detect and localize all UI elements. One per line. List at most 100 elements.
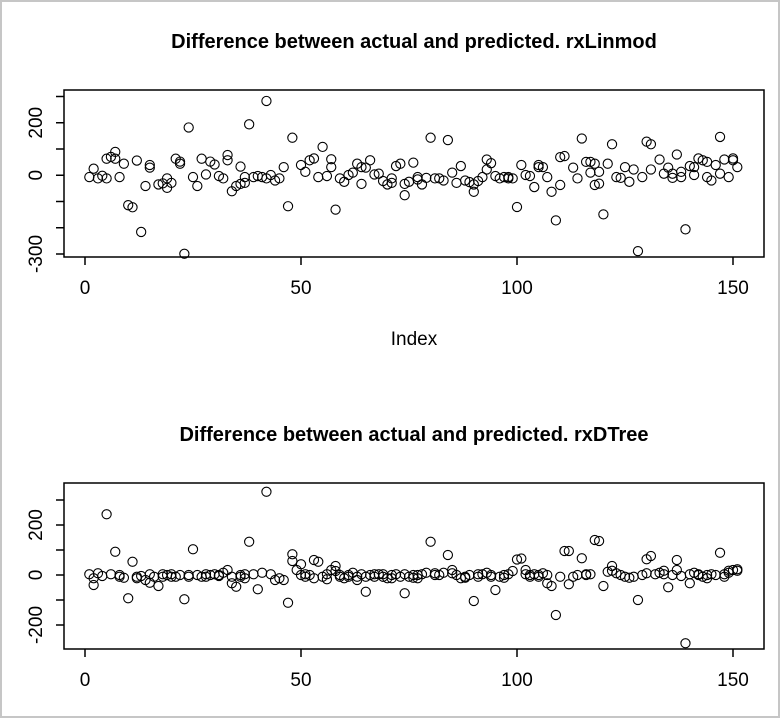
data-point: [144, 162, 155, 173]
data-point: [701, 569, 713, 581]
data-point: [114, 171, 125, 183]
data-point: [568, 162, 579, 173]
data-point: [589, 534, 600, 546]
data-point: [576, 133, 587, 144]
y-tick-label: 0: [26, 170, 47, 181]
data-point: [663, 162, 674, 173]
data-point: [555, 151, 566, 163]
plot-title-rxdtree: Difference between actual and predicted.…: [179, 424, 649, 446]
data-point: [680, 224, 691, 235]
data-point: [710, 159, 721, 171]
data-point: [619, 571, 631, 582]
data-point: [127, 202, 138, 213]
data-point: [451, 177, 462, 189]
data-point: [425, 132, 436, 143]
data-point: [369, 169, 380, 180]
data-point: [239, 177, 250, 189]
data-point: [688, 169, 700, 181]
y-tick-label: 0: [26, 570, 47, 581]
data-point: [136, 226, 147, 238]
data-point: [179, 248, 190, 259]
data-point: [516, 553, 527, 564]
data-point: [282, 201, 294, 212]
data-point: [680, 638, 691, 649]
x-tick-label: 0: [80, 278, 91, 299]
data-point: [278, 161, 289, 173]
data-point: [274, 573, 285, 584]
data-point: [174, 158, 186, 169]
data-point: [196, 153, 207, 164]
data-point: [503, 171, 514, 183]
data-point: [658, 168, 670, 179]
data-point: [468, 186, 479, 197]
data-point: [360, 586, 371, 597]
data-point: [559, 150, 570, 162]
data-point: [563, 545, 574, 557]
data-point: [416, 569, 428, 580]
data-point: [295, 159, 307, 171]
data-point: [153, 580, 164, 592]
data-point: [313, 171, 324, 183]
data-point: [485, 158, 497, 169]
data-point: [524, 170, 536, 182]
data-point: [118, 572, 130, 583]
data-point: [447, 568, 458, 579]
data-point: [714, 168, 726, 179]
data-point: [300, 569, 311, 580]
data-point: [714, 547, 726, 558]
data-point: [589, 158, 600, 169]
data-point: [287, 132, 298, 143]
data-point: [624, 176, 635, 187]
data-point: [447, 167, 458, 178]
x-tick-label: 150: [717, 278, 749, 299]
data-point: [295, 559, 307, 570]
data-point: [386, 173, 397, 184]
data-point: [498, 569, 510, 581]
data-point: [555, 571, 566, 582]
data-point: [706, 569, 717, 580]
data-point: [287, 555, 298, 567]
data-point: [317, 141, 328, 153]
data-point: [239, 573, 250, 584]
y-tick-label: -200: [26, 606, 47, 644]
data-point: [256, 567, 268, 578]
plot-title-rxlinmod: Difference between actual and predicted.…: [171, 31, 657, 53]
data-point: [218, 173, 229, 184]
data-point: [671, 554, 682, 566]
data-point: [611, 568, 622, 579]
data-point: [727, 564, 739, 576]
y-tick-label: 200: [26, 509, 47, 541]
data-point: [287, 549, 298, 560]
data-point: [529, 181, 540, 193]
data-point: [252, 584, 263, 595]
data-point: [676, 166, 687, 177]
data-point: [615, 172, 626, 184]
data-point: [144, 159, 155, 171]
data-point: [330, 560, 341, 572]
data-point: [589, 179, 600, 191]
y-tick-label: -300: [26, 235, 47, 273]
data-point: [511, 201, 523, 213]
data-point: [507, 565, 518, 577]
data-point: [593, 178, 605, 189]
data-point: [300, 166, 311, 177]
x-tick-label: 150: [717, 670, 749, 691]
data-point: [516, 159, 527, 171]
data-point: [460, 175, 471, 186]
x-axis-label-index: Index: [390, 329, 438, 350]
plot-box: [63, 482, 765, 650]
data-point: [261, 95, 272, 107]
data-point: [732, 565, 743, 576]
data-point: [520, 169, 531, 181]
data-point: [624, 572, 635, 583]
data-point: [248, 171, 259, 183]
data-point: [222, 149, 233, 161]
data-point: [732, 161, 743, 173]
data-point: [183, 122, 194, 133]
data-point: [533, 569, 544, 581]
data-point: [187, 171, 199, 183]
data-point: [248, 569, 259, 580]
x-tick-label: 0: [80, 670, 91, 691]
data-point: [364, 155, 376, 166]
